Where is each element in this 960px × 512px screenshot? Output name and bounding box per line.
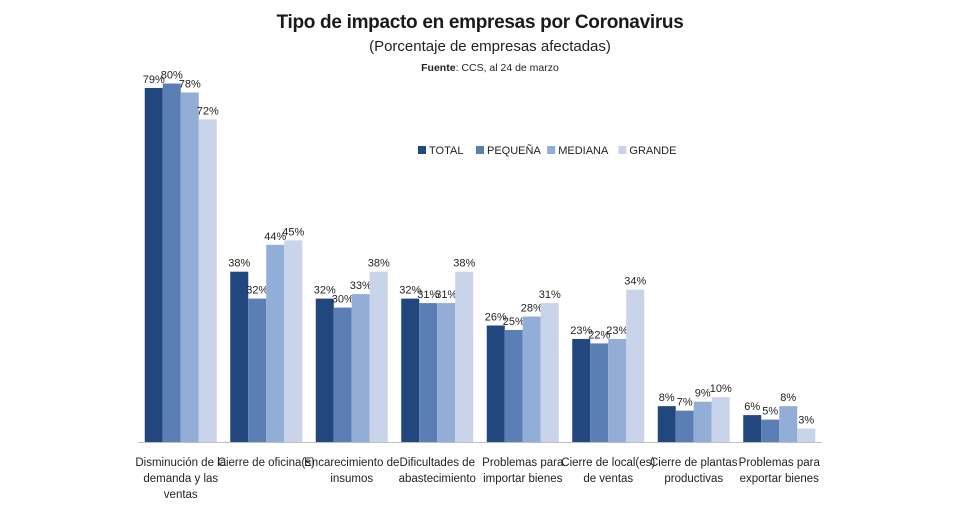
source-text: : CCS, al 24 de marzo bbox=[455, 62, 559, 74]
x-tick-label: Cierre de plantas bbox=[650, 457, 738, 469]
bar-total-5 bbox=[486, 325, 505, 442]
chart-source: Fuente: CCS, al 24 de marzo bbox=[0, 62, 960, 74]
data-label: 31% bbox=[435, 289, 457, 301]
x-tick-label: de ventas bbox=[583, 473, 633, 485]
bar-mediana-4 bbox=[437, 303, 456, 442]
bar-grande-7 bbox=[711, 397, 730, 442]
data-label: 31% bbox=[539, 289, 561, 301]
data-label: 30% bbox=[332, 294, 354, 306]
legend: TOTAL PEQUEÑA MEDIANA GRANDE bbox=[418, 144, 676, 157]
data-label: 44% bbox=[264, 231, 286, 243]
bar-grande-8 bbox=[797, 428, 816, 442]
data-label: 79% bbox=[143, 74, 165, 86]
x-tick-label: productivas bbox=[664, 473, 723, 485]
bar-grande-6 bbox=[626, 289, 645, 442]
bar-pequeña-5 bbox=[504, 329, 523, 442]
data-label: 9% bbox=[695, 388, 711, 400]
chart-title: Tipo de impacto en empresas por Coronavi… bbox=[276, 12, 684, 33]
x-tick-label: Encarecimiento de bbox=[304, 457, 399, 469]
bar-grande-3 bbox=[369, 271, 388, 442]
legend-label: TOTAL bbox=[429, 145, 463, 157]
data-label: 33% bbox=[350, 280, 372, 292]
x-tick-label: Problemas para bbox=[739, 457, 821, 469]
data-label: 25% bbox=[503, 316, 525, 328]
bar-mediana-7 bbox=[693, 401, 712, 442]
data-label: 8% bbox=[780, 392, 796, 404]
data-label: 5% bbox=[762, 406, 778, 418]
x-tick-label: Cierre de local(es) bbox=[561, 457, 655, 469]
data-label: 3% bbox=[798, 415, 814, 427]
bar-grande-2 bbox=[284, 240, 303, 442]
data-label: 26% bbox=[485, 311, 507, 323]
bar-pequeña-7 bbox=[675, 410, 694, 442]
data-label: 31% bbox=[417, 289, 439, 301]
legend-label: MEDIANA bbox=[558, 145, 609, 157]
bar-grande-4 bbox=[455, 271, 474, 442]
x-tick-label: exportar bienes bbox=[740, 473, 820, 485]
x-tick-label: demanda y las bbox=[143, 473, 218, 485]
bar-total-8 bbox=[743, 415, 762, 442]
bar-total-7 bbox=[657, 406, 676, 442]
data-label: 32% bbox=[399, 285, 421, 297]
bar-pequeña-1 bbox=[162, 83, 181, 443]
data-label: 32% bbox=[246, 285, 268, 297]
data-label: 6% bbox=[744, 401, 760, 413]
data-label: 28% bbox=[521, 303, 543, 315]
legend-label: GRANDE bbox=[629, 145, 676, 157]
bar-grande-1 bbox=[198, 119, 217, 442]
bar-total-4 bbox=[401, 298, 420, 442]
data-label: 80% bbox=[161, 70, 183, 82]
bar-mediana-5 bbox=[522, 316, 541, 442]
data-label: 78% bbox=[179, 78, 201, 90]
bar-total-3 bbox=[315, 298, 334, 442]
bar-pequeña-2 bbox=[248, 298, 267, 442]
legend-label: PEQUEÑA bbox=[487, 144, 541, 157]
x-tick-label: Cierre de oficina(s) bbox=[218, 457, 315, 469]
data-label: 8% bbox=[659, 392, 675, 404]
data-label: 38% bbox=[453, 258, 475, 270]
data-label: 34% bbox=[624, 276, 646, 288]
x-tick-label: insumos bbox=[330, 473, 373, 485]
data-label: 7% bbox=[677, 397, 693, 409]
bar-pequeña-3 bbox=[333, 307, 352, 442]
source-label: Fuente bbox=[421, 62, 456, 74]
x-tick-label: Problemas para bbox=[482, 457, 564, 469]
data-label: 45% bbox=[282, 226, 304, 238]
chart-subtitle: (Porcentaje de empresas afectadas) bbox=[369, 38, 611, 55]
bar-grande-5 bbox=[540, 303, 559, 442]
data-label: 32% bbox=[314, 285, 336, 297]
bar-pequeña-6 bbox=[590, 343, 609, 442]
data-label: 72% bbox=[197, 105, 219, 117]
bar-pequeña-4 bbox=[419, 303, 438, 442]
bar-mediana-2 bbox=[266, 244, 285, 442]
data-label: 38% bbox=[228, 258, 250, 270]
data-label: 23% bbox=[606, 325, 628, 337]
x-tick-label: ventas bbox=[164, 489, 198, 501]
bar-total-6 bbox=[572, 338, 591, 442]
legend-swatch bbox=[476, 146, 484, 154]
data-label: 22% bbox=[588, 329, 610, 341]
bar-mediana-3 bbox=[351, 294, 370, 442]
bar-mediana-6 bbox=[608, 338, 627, 442]
bar-total-1 bbox=[144, 88, 163, 442]
x-tick-label: abastecimiento bbox=[399, 473, 476, 485]
x-tick-label: Disminución de la bbox=[135, 457, 226, 469]
x-tick-label: importar bienes bbox=[483, 473, 563, 485]
bar-mediana-1 bbox=[180, 92, 199, 442]
data-label: 10% bbox=[710, 383, 732, 395]
legend-swatch bbox=[618, 146, 627, 154]
bar-total-2 bbox=[230, 271, 249, 442]
legend-swatch bbox=[418, 146, 426, 154]
data-label: 38% bbox=[368, 258, 390, 270]
data-label: 23% bbox=[570, 325, 592, 337]
bar-mediana-8 bbox=[779, 406, 798, 442]
legend-swatch bbox=[547, 146, 556, 154]
x-tick-label: Dificultades de bbox=[400, 457, 475, 469]
bar-pequeña-8 bbox=[761, 419, 780, 442]
